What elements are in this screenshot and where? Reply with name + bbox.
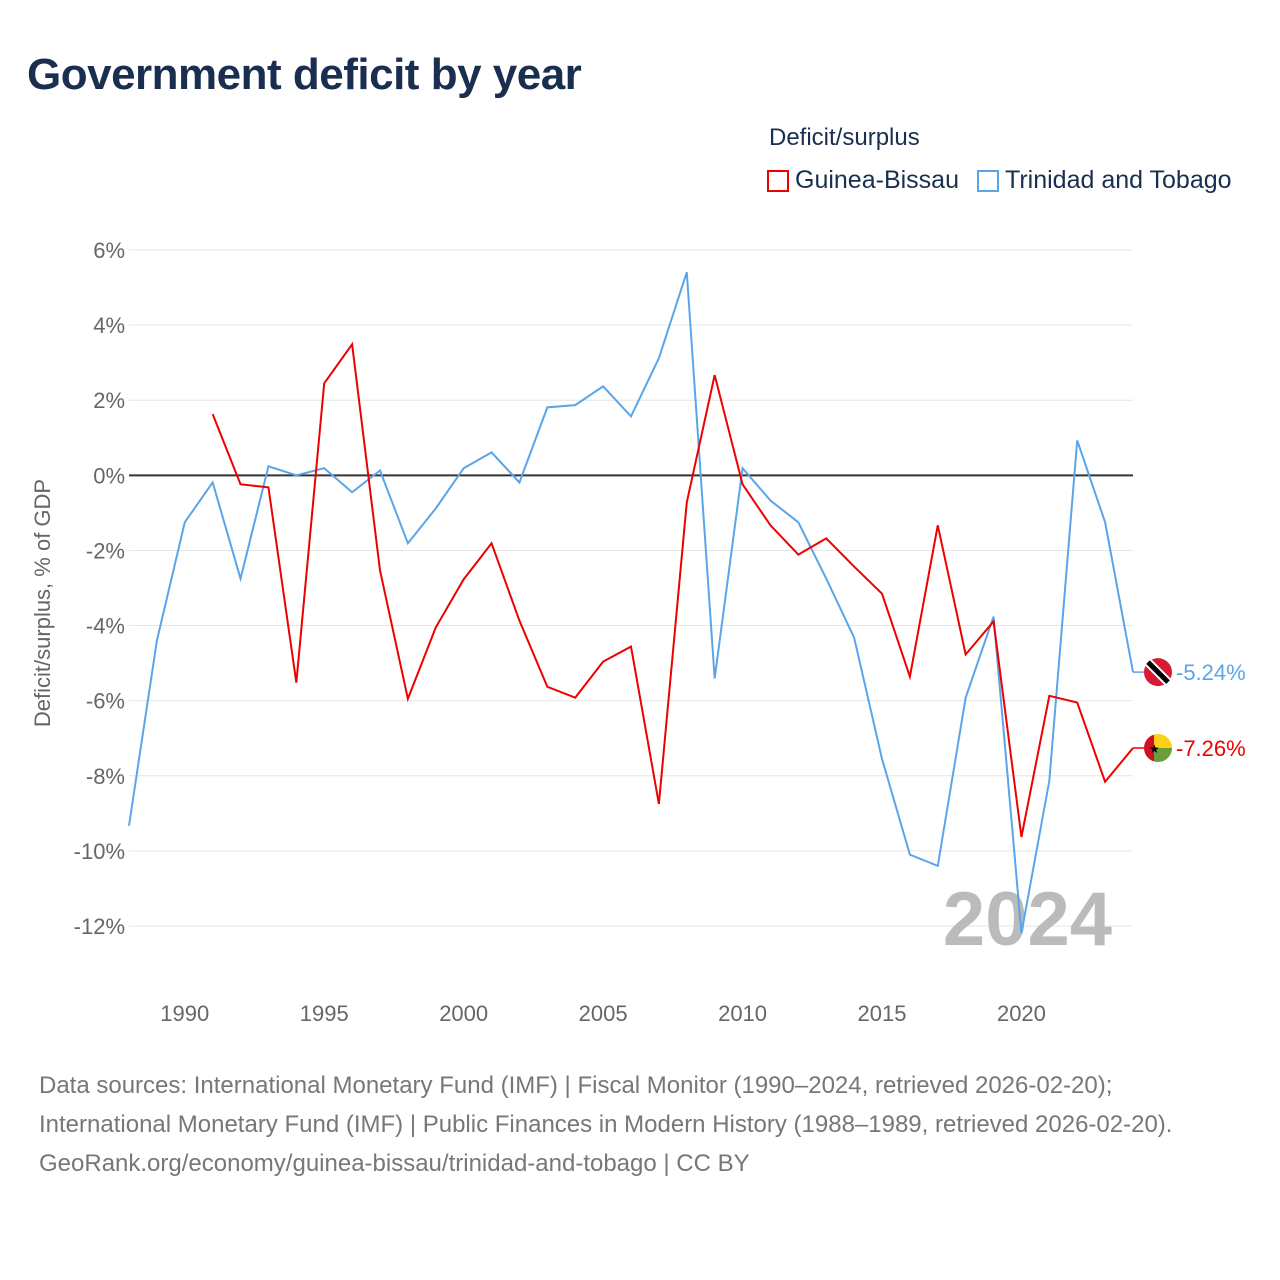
end-value-label: -7.26% bbox=[1176, 736, 1246, 761]
end-value-label: -5.24% bbox=[1176, 660, 1246, 685]
y-tick-label: -4% bbox=[86, 614, 125, 639]
x-tick-label: 2015 bbox=[858, 1001, 907, 1026]
page-title: Government deficit by year bbox=[27, 50, 582, 99]
year-watermark: 2024 bbox=[943, 877, 1112, 962]
y-axis-label: Deficit/surplus, % of GDP bbox=[30, 479, 55, 727]
y-tick-label: 2% bbox=[93, 388, 125, 413]
legend-label: Trinidad and Tobago bbox=[1004, 166, 1232, 194]
legend-item-trinidad-and-tobago[interactable]: Trinidad and Tobago bbox=[976, 166, 1232, 195]
x-tick-label: 1995 bbox=[300, 1001, 349, 1026]
y-tick-label: -6% bbox=[86, 689, 125, 714]
y-tick-label: -12% bbox=[74, 914, 125, 939]
flag-green bbox=[1154, 747, 1172, 762]
legend-item-guinea-bissau[interactable]: Guinea-Bissau bbox=[767, 166, 959, 195]
legend-swatch bbox=[976, 169, 999, 192]
flag-star: ★ bbox=[1149, 742, 1160, 756]
y-tick-label: 0% bbox=[93, 463, 125, 488]
footer: Data sources: International Monetary Fun… bbox=[39, 1066, 1239, 1183]
y-tick-label: -2% bbox=[86, 538, 125, 563]
series-line-trinidad-and-tobago bbox=[128, 271, 1134, 934]
legend: Guinea-Bissau Trinidad and Tobago bbox=[767, 166, 1232, 195]
x-tick-label: 1990 bbox=[160, 1001, 209, 1026]
y-tick-label: 6% bbox=[93, 238, 125, 263]
flag-stripe bbox=[1146, 660, 1170, 684]
x-tick-label: 2020 bbox=[997, 1001, 1046, 1026]
x-tick-label: 2010 bbox=[718, 1001, 767, 1026]
legend-swatch bbox=[767, 169, 789, 192]
source-link[interactable]: GeoRank.org/economy/guinea-bissau/trinid… bbox=[39, 1150, 750, 1177]
legend-title: Deficit/surplus bbox=[769, 124, 920, 151]
y-tick-label: -8% bbox=[86, 764, 125, 789]
x-tick-label: 2000 bbox=[439, 1001, 488, 1026]
series-line-guinea-bissau bbox=[211, 341, 1134, 838]
legend-label: Guinea-Bissau bbox=[795, 166, 959, 194]
data-sources: Data sources: International Monetary Fun… bbox=[39, 1072, 1173, 1138]
y-tick-label: 4% bbox=[93, 313, 125, 338]
flag-red bbox=[1144, 734, 1154, 762]
x-tick-label: 2005 bbox=[579, 1001, 628, 1026]
y-tick-label: -10% bbox=[74, 839, 125, 864]
